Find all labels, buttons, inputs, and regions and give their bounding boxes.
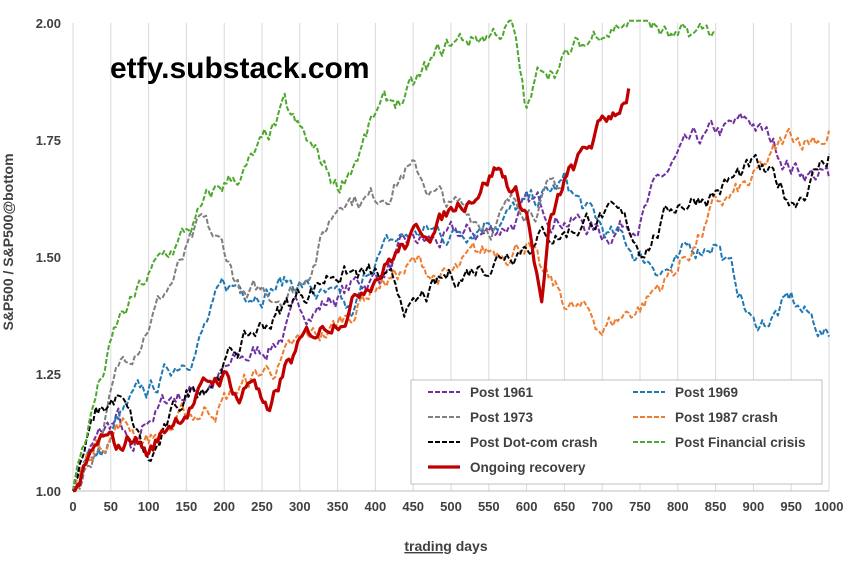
tick-layer: 0 50 100 150 200 250 300 350 400 450 500 550 600 650 7…: [36, 16, 844, 514]
legend-label: Ongoing recovery: [470, 460, 586, 475]
x-tick-label: 0: [69, 499, 76, 514]
legend-box: [410, 379, 823, 485]
x-tick-label: 600: [516, 499, 538, 514]
x-tick-label: 700: [591, 499, 613, 514]
x-tick-label: 50: [104, 499, 118, 514]
x-tick-label: 850: [705, 499, 727, 514]
y-tick-label: 1.50: [36, 250, 61, 265]
series-ongoing-recovery: [72, 88, 631, 493]
series-post-financial-crisis: [72, 19, 716, 492]
x-axis-title: trading days: [404, 538, 487, 554]
series-post-1973: [73, 159, 565, 492]
x-tick-label: 750: [629, 499, 651, 514]
x-tick-label: 950: [780, 499, 802, 514]
legend-label: Post 1961: [470, 385, 534, 400]
x-tick-label: 650: [554, 499, 576, 514]
x-axis-title-underlined: trading: [404, 538, 451, 554]
legend-label: Post 1969: [675, 385, 738, 400]
y-axis-title: S&P500 / S&P500@bottom: [0, 153, 16, 330]
x-axis-title-rest: days: [452, 538, 488, 554]
series-post-dot-com-crash: [72, 153, 830, 492]
legend: Post 1961 Post 1969 Post 1973 Post 1987 cra…: [410, 379, 823, 485]
legend-label: Post 1973: [470, 410, 534, 425]
y-tick-label: 2.00: [36, 16, 61, 31]
y-tick-label: 1.00: [36, 484, 61, 499]
y-tick-label: 1.75: [36, 133, 61, 148]
x-tick-label: 550: [478, 499, 500, 514]
x-tick-label: 250: [251, 499, 273, 514]
x-tick-label: 400: [365, 499, 387, 514]
x-tick-label: 100: [138, 499, 160, 514]
x-tick-label: 500: [440, 499, 462, 514]
x-tick-label: 150: [176, 499, 198, 514]
x-tick-label: 800: [667, 499, 689, 514]
watermark: etfy.substack.com: [110, 52, 370, 85]
x-tick-label: 200: [213, 499, 235, 514]
x-tick-label: 350: [327, 499, 349, 514]
y-tick-label: 1.25: [36, 367, 61, 382]
legend-label: Post Dot-com crash: [470, 435, 598, 450]
x-tick-label: 300: [289, 499, 311, 514]
legend-label: Post Financial crisis: [675, 435, 806, 450]
x-tick-label: 1000: [815, 499, 844, 514]
series-post-1969: [72, 171, 830, 492]
series-layer: [72, 19, 830, 493]
x-tick-label: 450: [402, 499, 424, 514]
x-tick-label: 900: [743, 499, 765, 514]
legend-label: Post 1987 crash: [675, 410, 778, 425]
